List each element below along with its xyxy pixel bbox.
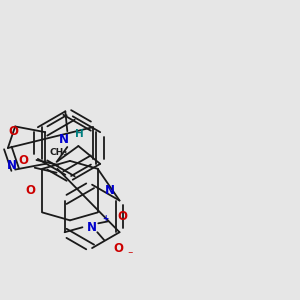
Text: O: O [19, 154, 29, 167]
Text: O: O [26, 184, 35, 197]
Text: N: N [59, 133, 69, 146]
Text: N: N [105, 184, 115, 197]
Text: O: O [8, 125, 18, 138]
Text: O: O [117, 210, 127, 223]
Text: ⁻: ⁻ [127, 250, 133, 260]
Text: +: + [102, 214, 109, 223]
Text: O: O [113, 242, 123, 255]
Text: N: N [7, 159, 17, 172]
Text: CH₃: CH₃ [50, 148, 68, 158]
Text: N: N [87, 221, 98, 234]
Text: H: H [75, 129, 84, 139]
